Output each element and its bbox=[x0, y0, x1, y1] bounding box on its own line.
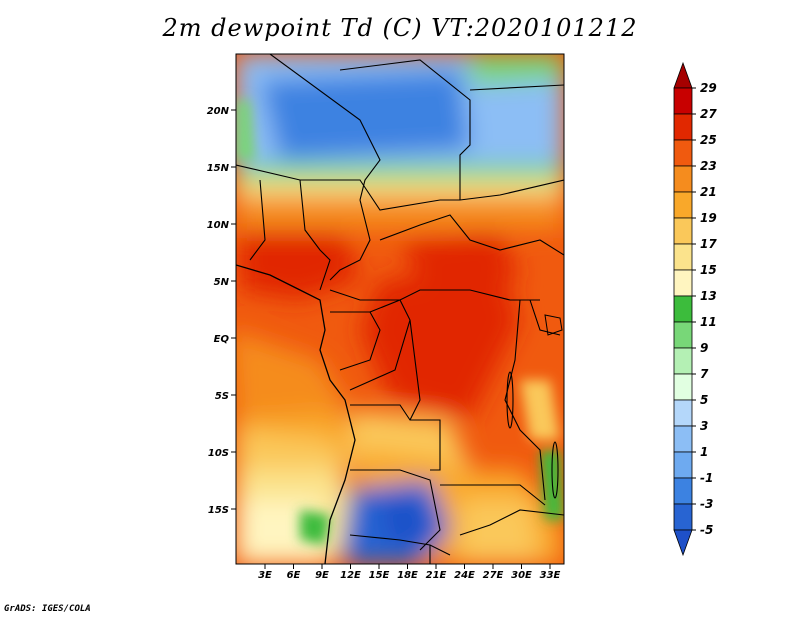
colorbar-label: 13 bbox=[700, 289, 717, 303]
colorbar-swatch bbox=[673, 425, 693, 453]
colorbar-swatch bbox=[673, 139, 693, 167]
colorbar-label: 25 bbox=[700, 133, 717, 147]
lat-label: 10S bbox=[208, 448, 229, 459]
lon-label: 27E bbox=[483, 570, 504, 581]
country-borders bbox=[236, 54, 564, 564]
lon-label: 3E bbox=[258, 570, 272, 581]
lat-label: 5N bbox=[214, 277, 230, 288]
colorbar-swatch bbox=[673, 477, 693, 505]
colorbar-swatch bbox=[673, 87, 693, 115]
colorbar-label: 23 bbox=[700, 159, 717, 173]
colorbar-swatch bbox=[673, 321, 693, 349]
lat-label: 15S bbox=[208, 505, 229, 516]
colorbar-label: 9 bbox=[700, 341, 708, 355]
colorbar-label: 15 bbox=[700, 263, 717, 277]
colorbar-swatch bbox=[673, 295, 693, 323]
lat-label: EQ bbox=[214, 334, 230, 345]
lon-label: 18E bbox=[397, 570, 418, 581]
longitude-axis: 3E 6E 9E 12E 15E 18E 21E 24E 27E 30E 33E bbox=[258, 564, 561, 581]
coastline bbox=[236, 264, 356, 564]
colorbar-label: 3 bbox=[700, 419, 708, 433]
colorbar-swatch bbox=[673, 347, 693, 375]
lon-label: 21E bbox=[426, 570, 447, 581]
lat-label: 15N bbox=[207, 163, 230, 174]
colorbar: 29 27 25 23 21 19 17 15 13 11 9 7 5 3 1 -1 -3 -5 bbox=[673, 61, 717, 557]
colorbar-swatch bbox=[673, 529, 693, 557]
colorbar-swatch bbox=[673, 113, 693, 141]
lon-label: 9E bbox=[315, 570, 329, 581]
dewpoint-map: 20N 15N 10N 5N EQ 5S 10S 15S 3E 6E 9E 12E 15E 18E 21E… bbox=[207, 53, 717, 581]
lake-tanganyika bbox=[506, 371, 514, 429]
lat-label: 10N bbox=[207, 220, 230, 231]
lon-label: 12E bbox=[340, 570, 361, 581]
lon-label: 33E bbox=[540, 570, 561, 581]
colorbar-label: -1 bbox=[700, 471, 713, 485]
lat-label: 5S bbox=[215, 391, 229, 402]
dewpoint-field bbox=[236, 54, 564, 564]
lon-label: 15E bbox=[369, 570, 390, 581]
lake-victoria bbox=[544, 314, 563, 336]
colorbar-label: 5 bbox=[700, 393, 708, 407]
colorbar-swatch bbox=[673, 243, 693, 271]
colorbar-label: -5 bbox=[700, 523, 713, 537]
colorbar-swatch bbox=[673, 217, 693, 245]
map-title: 2m dewpoint Td (C) VT:2020101212 bbox=[162, 14, 638, 42]
colorbar-label: 11 bbox=[700, 315, 717, 329]
colorbar-label: 21 bbox=[700, 185, 717, 199]
colorbar-swatch bbox=[673, 373, 693, 401]
lake-malawi bbox=[551, 441, 559, 499]
colorbar-swatch bbox=[673, 61, 693, 89]
colorbar-label: 1 bbox=[700, 445, 708, 459]
lat-label: 20N bbox=[207, 106, 230, 117]
colorbar-swatch bbox=[673, 269, 693, 297]
lon-label: 6E bbox=[287, 570, 301, 581]
map-frame bbox=[235, 53, 565, 565]
colorbar-label: 27 bbox=[700, 107, 717, 121]
grads-credit: GrADS: IGES/COLA bbox=[4, 604, 91, 614]
colorbar-swatch bbox=[673, 503, 693, 531]
colorbar-swatch bbox=[673, 399, 693, 427]
latitude-axis: 20N 15N 10N 5N EQ 5S 10S 15S bbox=[207, 106, 236, 516]
lon-label: 24E bbox=[454, 570, 475, 581]
colorbar-swatch bbox=[673, 191, 693, 219]
lon-label: 30E bbox=[511, 570, 532, 581]
colorbar-label: 7 bbox=[700, 367, 709, 381]
colorbar-swatch bbox=[673, 165, 693, 193]
colorbar-label: -3 bbox=[700, 497, 713, 511]
colorbar-label: 19 bbox=[700, 211, 717, 225]
colorbar-label: 17 bbox=[700, 237, 717, 251]
colorbar-swatch bbox=[673, 451, 693, 479]
colorbar-label: 29 bbox=[700, 81, 717, 95]
